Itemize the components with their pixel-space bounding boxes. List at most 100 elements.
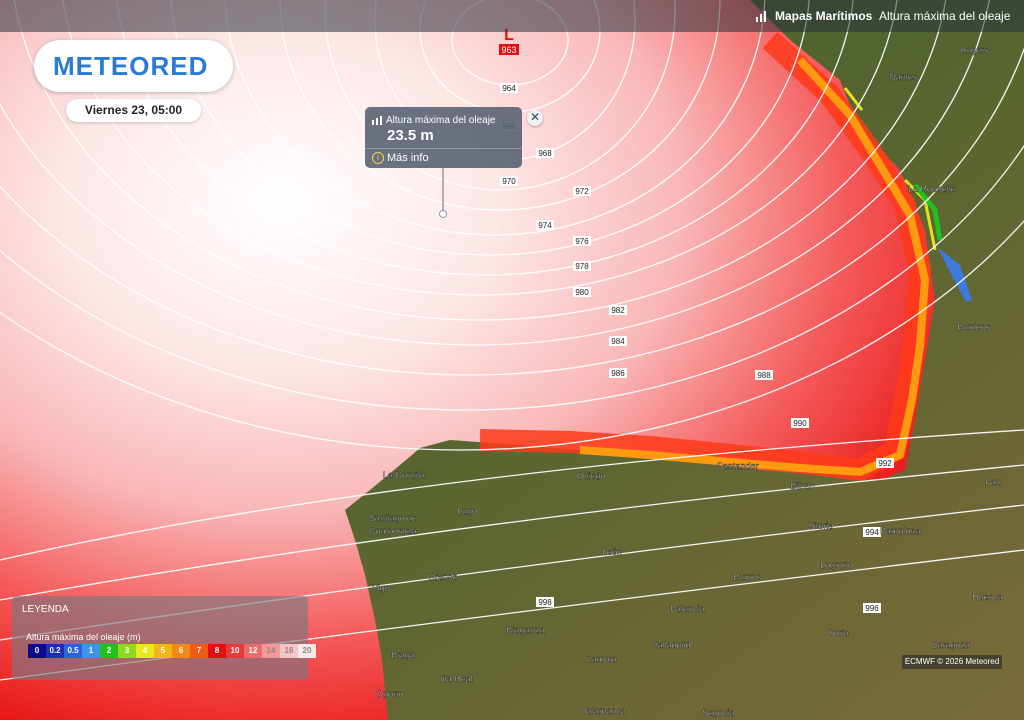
date-label[interactable]: Viernes 23, 05:00 (66, 99, 201, 122)
low-pressure-marker: L 963 (499, 27, 519, 55)
logo-text: METEORED (53, 51, 209, 81)
svg-text:992: 992 (878, 459, 892, 468)
legend-swatch: 14 (262, 644, 280, 658)
city-label: León (602, 547, 622, 557)
isobar-label: 968 (536, 148, 554, 158)
legend-swatch: 16 (280, 644, 298, 658)
isobar-label: 998 (536, 597, 554, 607)
legend-swatch: 8 (208, 644, 226, 658)
isobar-label: 970 (500, 176, 518, 186)
isobar-label: 988 (755, 370, 773, 380)
city-label: Palencia (670, 604, 705, 614)
legend-swatch: 4 (136, 644, 154, 658)
layer-title[interactable]: Altura máxima del oleaje (879, 9, 1011, 23)
popup-divider (365, 148, 522, 149)
svg-text:994: 994 (865, 528, 879, 537)
legend-swatch: 2 (100, 644, 118, 658)
isobar-label: 978 (573, 261, 591, 271)
isobar-label: 972 (573, 186, 591, 196)
city-label: Lugo (457, 506, 477, 516)
city-label: Santander (717, 461, 759, 471)
section-title[interactable]: Mapas Marítimos (775, 9, 873, 23)
legend-title: LEYENDA (22, 604, 69, 615)
legend-label: Altura máxima del oleaje (m) (26, 632, 141, 642)
coastal-wave-band-green (913, 183, 943, 241)
wave-height-popup: Altura máxima del oleaje 23.5 m i Más in… (365, 107, 522, 168)
svg-text:998: 998 (538, 598, 552, 607)
city-label: Salamanca (581, 706, 626, 716)
svg-text:984: 984 (611, 337, 625, 346)
city-label: Valladolid (652, 640, 690, 650)
svg-text:964: 964 (502, 84, 516, 93)
isobar-label: 964 (500, 83, 518, 93)
svg-text:976: 976 (575, 237, 589, 246)
city-label: Oviedo (577, 471, 606, 481)
wave-icon (756, 11, 766, 22)
legend-swatch: 0.2 (46, 644, 64, 658)
svg-text:970: 970 (502, 177, 516, 186)
gironde-estuary (938, 248, 972, 302)
svg-text:990: 990 (793, 419, 807, 428)
city-label: Segovia (702, 708, 735, 718)
svg-text:968: 968 (538, 149, 552, 158)
city-label: Vigo (372, 583, 390, 593)
city-label: Oporto (376, 689, 404, 699)
isobar-label: 984 (609, 336, 627, 346)
city-label: Huesca (972, 592, 1003, 602)
svg-text:974: 974 (538, 221, 552, 230)
legend-panel: LEYENDA Altura máxima del oleaje (m) 0 0.… (12, 596, 316, 680)
credit-text: ECMWF © 2026 Meteored (902, 655, 1002, 669)
city-label: Nantes (889, 72, 918, 82)
city-label: Compostela (369, 526, 417, 536)
city-label: Zaragoza (932, 640, 970, 650)
isobar-label: 976 (573, 236, 591, 246)
low-pressure-symbol: L (504, 27, 514, 44)
svg-text:986: 986 (611, 369, 625, 378)
city-labels: Angers Nantes La Rochelle Burdeos Pau La Coru… (369, 45, 1003, 718)
city-label: Santiago de (369, 513, 417, 523)
city-label: Soria (828, 628, 849, 638)
legend-swatch: 10 (226, 644, 244, 658)
sea-area (0, 0, 935, 720)
city-label: La Rochelle (908, 184, 956, 194)
top-bar: Mapas Marítimos Altura máxima del oleaje (0, 0, 1024, 32)
city-label: Angers (960, 45, 989, 55)
city-label: Burgos (733, 572, 762, 582)
isobar-label: 990 (791, 418, 809, 428)
info-icon: i (372, 152, 384, 164)
city-label: Burdeos (957, 322, 991, 332)
legend-swatch: 3 (118, 644, 136, 658)
popup-title: Altura máxima del oleaje (386, 115, 496, 126)
close-icon[interactable]: ✕ (527, 110, 543, 126)
legend-swatch: 12 (244, 644, 262, 658)
city-label: Pamplona (880, 526, 921, 536)
legend-swatch: 0 (28, 644, 46, 658)
popup-value: 23.5 m (387, 127, 434, 144)
low-pressure-value: 963 (501, 45, 516, 55)
popup-pointer-dot[interactable] (439, 210, 447, 218)
svg-text:982: 982 (611, 306, 625, 315)
bars-icon (372, 116, 382, 125)
svg-text:988: 988 (757, 371, 771, 380)
isobar-label: 996 (863, 603, 881, 613)
city-label: Braga (391, 650, 415, 660)
legend-swatch: 1 (82, 644, 100, 658)
svg-text:980: 980 (575, 288, 589, 297)
coastal-wave-band-inner (579, 57, 930, 477)
meteored-logo[interactable]: METEORED (34, 40, 233, 92)
city-label: La Coruña (383, 470, 425, 480)
city-label: Logroño (820, 560, 853, 570)
legend-swatch: 20 (298, 644, 316, 658)
city-label: Pau (985, 477, 1001, 487)
isobar-label: 992 (876, 458, 894, 468)
isobar-label: 994 (863, 527, 881, 537)
legend-swatch: 0.5 (64, 644, 82, 658)
more-info-link[interactable]: Más info (387, 152, 429, 164)
svg-text:978: 978 (575, 262, 589, 271)
isobar-label: 980 (573, 287, 591, 297)
isobar-label: 982 (609, 305, 627, 315)
legend-swatch: 7 (190, 644, 208, 658)
isobar-label: 974 (536, 220, 554, 230)
legend-scale: 0 0.2 0.5 1 2 3 4 5 6 7 8 10 12 14 16 20 (28, 644, 316, 658)
city-label: Zamora (586, 654, 617, 664)
